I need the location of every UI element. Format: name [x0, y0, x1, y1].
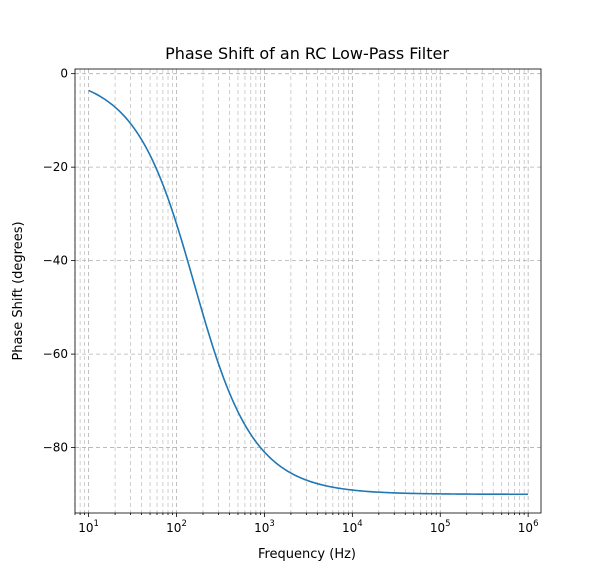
- x-tick-label: 103: [254, 519, 275, 535]
- x-tick-label: 105: [430, 519, 451, 535]
- y-tick-label: −80: [43, 441, 68, 455]
- y-axis-label: Phase Shift (degrees): [11, 221, 26, 360]
- plot-frame: [74, 68, 542, 514]
- y-tick-label: 0: [60, 67, 68, 81]
- y-axis: 0 −20 −40 −60 −80: [43, 67, 75, 455]
- phase-shift-line: [88, 89, 529, 496]
- x-tick-label: 101: [78, 519, 99, 535]
- grid: [74, 69, 541, 513]
- y-tick-label: −60: [43, 347, 68, 361]
- x-tick-label: 106: [518, 519, 539, 535]
- y-tick-label: −40: [43, 254, 68, 268]
- x-tick-label: 102: [166, 519, 187, 535]
- chart-title: Phase Shift of an RC Low-Pass Filter: [165, 44, 449, 63]
- x-axis: 101 102 103 104 105 106: [74, 513, 539, 535]
- y-tick-label: −20: [43, 160, 68, 174]
- x-axis-label: Frequency (Hz): [258, 547, 356, 562]
- x-tick-label: 104: [342, 519, 363, 535]
- plot-series: [88, 89, 529, 496]
